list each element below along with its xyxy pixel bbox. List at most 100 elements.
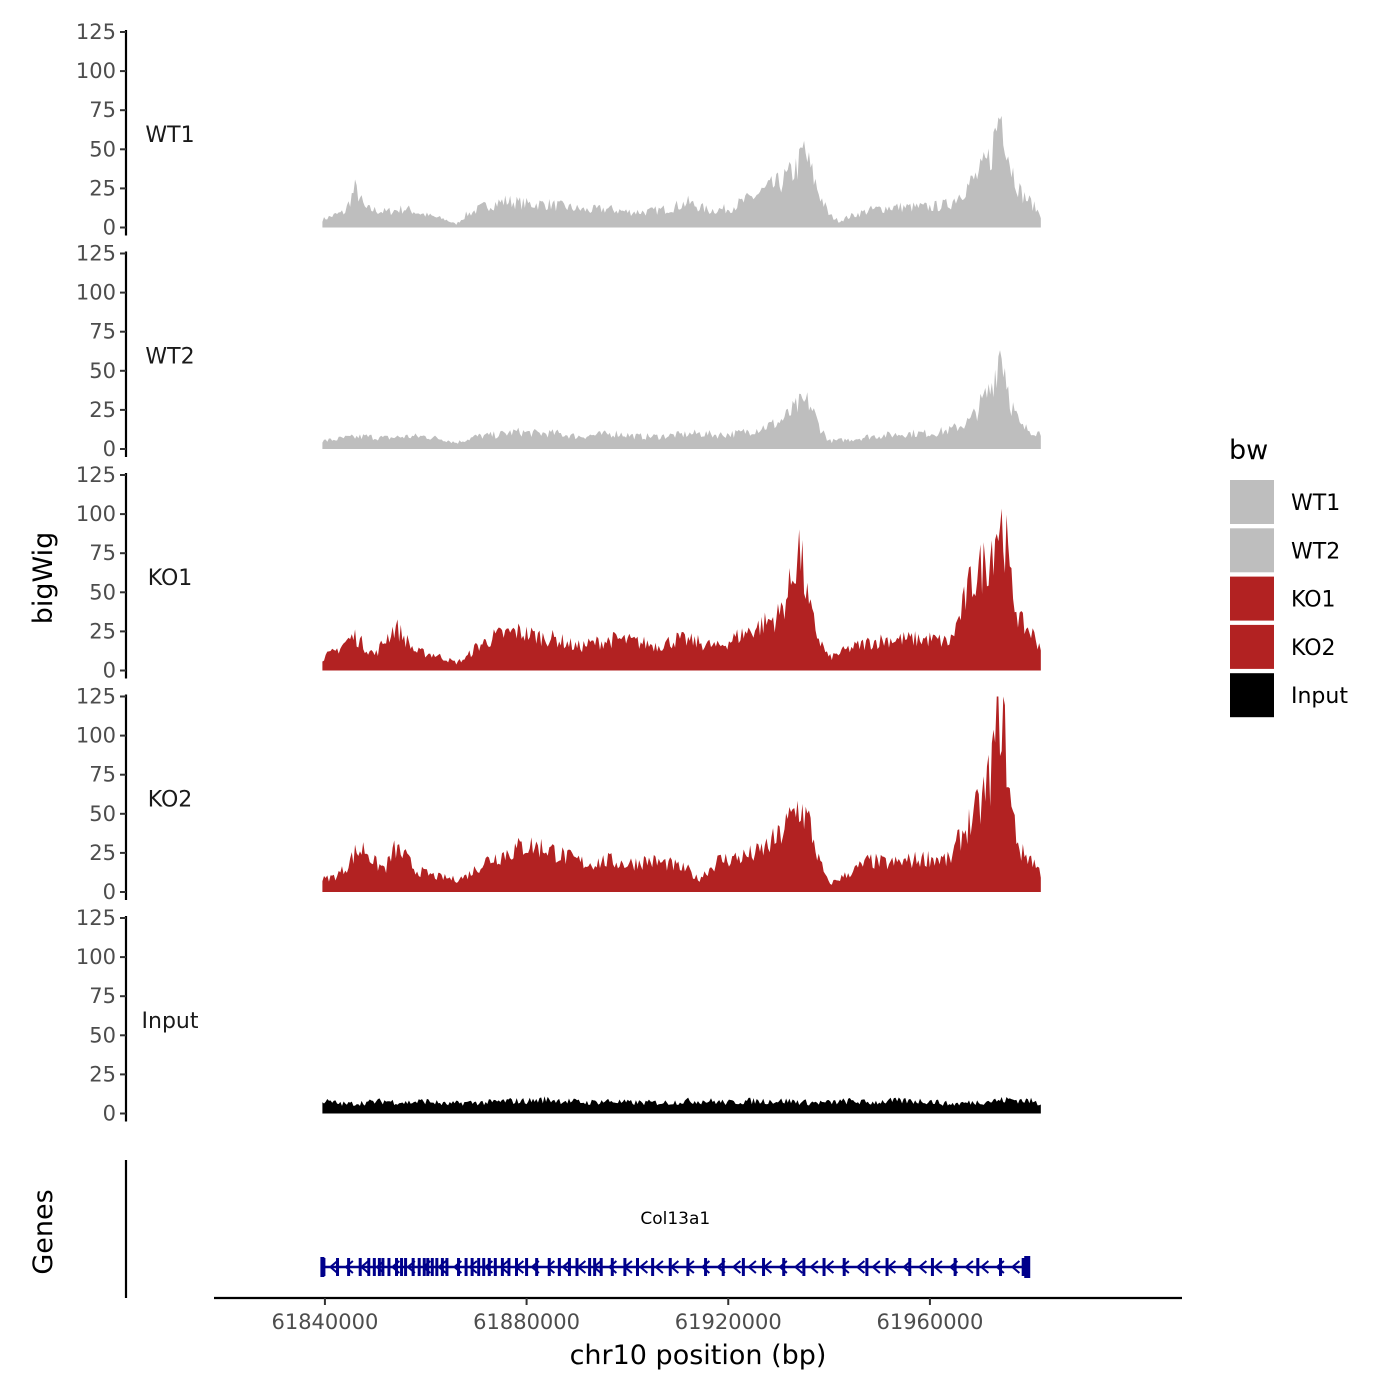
legend-title: bw xyxy=(1229,435,1268,466)
signal-tracks: 0 25 50 75 100 125 WT1 0 25 50 75 100 125 WT2 0 25 50 75 1… xyxy=(76,20,1041,1126)
y-tick-label: 0 xyxy=(103,1102,116,1126)
legend-label-ko2: KO2 xyxy=(1291,636,1336,661)
gene-exon xyxy=(395,1258,399,1276)
gene-track: Col13a1 xyxy=(124,1160,1031,1298)
y-tick-label: 25 xyxy=(89,841,116,865)
y-tick-label: 50 xyxy=(89,802,116,826)
y-tick-label: 0 xyxy=(103,659,116,683)
gene-exon xyxy=(487,1258,491,1276)
y-tick-label: 50 xyxy=(89,1023,116,1047)
y-tick-label: 125 xyxy=(76,20,116,44)
gene-exon xyxy=(535,1258,539,1276)
strand-arrow xyxy=(700,1260,711,1274)
track-label-ko1: KO1 xyxy=(148,566,193,591)
legend-label-ko1: KO1 xyxy=(1291,588,1336,613)
y-tick-label: 125 xyxy=(76,463,116,487)
strand-arrow xyxy=(855,1260,866,1274)
strand-arrow xyxy=(545,1260,556,1274)
y-tick-label: 125 xyxy=(76,242,116,266)
legend-key-ko2 xyxy=(1230,624,1274,669)
strand-arrow xyxy=(793,1260,804,1274)
strand-arrow xyxy=(824,1260,835,1274)
gene-end-exon xyxy=(1024,1256,1031,1278)
y-tick-label: 0 xyxy=(103,216,116,240)
track-label-ko2: KO2 xyxy=(148,788,193,813)
y-tick-label: 25 xyxy=(89,1062,116,1086)
x-tick-label: 61960000 xyxy=(876,1310,983,1334)
gene-exon xyxy=(976,1258,980,1276)
strand-arrow xyxy=(654,1260,664,1274)
gene-exon xyxy=(440,1258,444,1276)
x-axis: 61840000 61880000 61920000 61960000 xyxy=(214,1296,1182,1334)
gene-exon xyxy=(445,1258,449,1276)
gene-exon xyxy=(686,1258,690,1276)
track-panel-ko1: 0 25 50 75 100 125 KO1 xyxy=(76,463,1041,683)
gene-exon xyxy=(623,1258,627,1276)
legend-key-ko1 xyxy=(1230,576,1274,621)
gene-exon xyxy=(367,1258,371,1276)
legend-label-input: Input xyxy=(1291,684,1348,709)
strand-arrow xyxy=(964,1260,974,1274)
gene-exon xyxy=(999,1258,1002,1276)
y-tick-label: 25 xyxy=(89,619,116,643)
y-tick-label: 75 xyxy=(89,320,116,344)
x-tick-label: 61840000 xyxy=(271,1310,378,1334)
strand-arrow xyxy=(561,1260,571,1274)
gene-exon xyxy=(908,1258,912,1276)
y-axis-title: bigWig xyxy=(28,532,59,625)
track-label-wt2: WT2 xyxy=(145,345,194,370)
strand-arrow xyxy=(468,1260,478,1274)
gene-exon xyxy=(668,1258,672,1276)
gene-exon xyxy=(381,1258,385,1276)
strand-arrow xyxy=(979,1260,990,1274)
strand-arrow xyxy=(747,1260,757,1274)
gene-exon xyxy=(741,1258,745,1276)
gene-exon xyxy=(493,1258,497,1276)
track-panel-ko2: 0 25 50 75 100 125 KO2 xyxy=(76,685,1041,904)
gene-exon xyxy=(567,1258,571,1276)
gene-exon xyxy=(507,1258,511,1276)
strand-arrow xyxy=(344,1260,354,1274)
gene-exon xyxy=(515,1258,518,1276)
strand-arrow xyxy=(1010,1260,1021,1274)
gene-label: Col13a1 xyxy=(640,1209,710,1229)
strand-arrow xyxy=(871,1260,881,1274)
legend: bw WT1 WT2 KO1 KO2 Input xyxy=(1229,435,1348,718)
strand-arrow xyxy=(731,1260,742,1274)
track-panel-wt1: 0 25 50 75 100 125 WT1 xyxy=(76,20,1041,240)
gene-exon xyxy=(782,1258,786,1276)
y-tick-label: 75 xyxy=(89,763,116,787)
y-tick-label: 0 xyxy=(103,437,116,461)
gene-exon xyxy=(762,1258,766,1276)
gene-exon xyxy=(430,1258,434,1276)
gene-exon xyxy=(593,1258,597,1276)
gene-exon xyxy=(636,1258,639,1276)
coverage-area-input xyxy=(322,1096,1041,1114)
gene-exon xyxy=(500,1258,504,1276)
strand-arrow xyxy=(328,1260,339,1274)
gene-exon xyxy=(610,1258,614,1276)
strand-arrow xyxy=(809,1260,819,1274)
y-tick-label: 100 xyxy=(76,502,116,526)
strand-arrow xyxy=(607,1260,618,1274)
y-tick-label: 50 xyxy=(89,137,116,161)
y-tick-label: 125 xyxy=(76,685,116,709)
legend-key-wt1 xyxy=(1230,480,1274,524)
gene-exon xyxy=(411,1258,415,1276)
legend-label-wt2: WT2 xyxy=(1291,539,1340,564)
genes-axis-title: Genes xyxy=(28,1189,59,1274)
gene-exon xyxy=(842,1258,846,1276)
y-tick-label: 75 xyxy=(89,541,116,565)
gene-exon xyxy=(885,1258,889,1276)
y-tick-label: 75 xyxy=(89,984,116,1008)
y-tick-label: 100 xyxy=(76,281,116,305)
gene-exon xyxy=(470,1258,474,1276)
gene-exon xyxy=(525,1258,529,1276)
y-tick-label: 100 xyxy=(76,724,116,748)
coverage-area-wt1 xyxy=(322,115,1041,228)
coverage-area-ko2 xyxy=(322,696,1041,892)
y-tick-label: 0 xyxy=(103,880,116,904)
track-label-wt1: WT1 xyxy=(145,123,194,148)
gene-start-exon xyxy=(320,1257,325,1277)
